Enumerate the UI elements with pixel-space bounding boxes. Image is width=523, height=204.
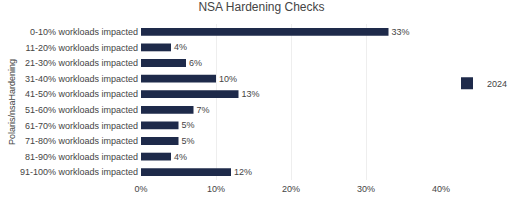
svg-text:0-10% workloads impacted: 0-10% workloads impacted xyxy=(30,27,138,37)
svg-text:12%: 12% xyxy=(234,167,252,177)
svg-text:40%: 40% xyxy=(432,184,450,194)
svg-text:10%: 10% xyxy=(207,184,225,194)
svg-text:20%: 20% xyxy=(282,184,300,194)
svg-text:11-20% workloads impacted: 11-20% workloads impacted xyxy=(26,43,138,53)
svg-text:21-30% workloads impacted: 21-30% workloads impacted xyxy=(25,58,138,68)
svg-text:4%: 4% xyxy=(174,152,187,162)
svg-text:2024: 2024 xyxy=(487,79,507,89)
svg-text:7%: 7% xyxy=(197,105,210,115)
svg-text:33%: 33% xyxy=(392,27,410,37)
svg-text:41-50% workloads impacted: 41-50% workloads impacted xyxy=(25,89,138,99)
svg-text:51-60% workloads impacted: 51-60% workloads impacted xyxy=(25,105,138,115)
svg-text:81-90% workloads impacted: 81-90% workloads impacted xyxy=(25,152,138,162)
svg-text:31-40% workloads impacted: 31-40% workloads impacted xyxy=(25,74,138,84)
svg-text:61-70% workloads impacted: 61-70% workloads impacted xyxy=(25,121,138,131)
svg-text:5%: 5% xyxy=(182,120,195,130)
svg-text:71-80% workloads impacted: 71-80% workloads impacted xyxy=(25,136,138,146)
svg-text:6%: 6% xyxy=(189,58,202,68)
svg-text:4%: 4% xyxy=(174,42,187,52)
svg-text:NSA Hardening Checks: NSA Hardening Checks xyxy=(198,0,324,14)
svg-text:30%: 30% xyxy=(357,184,375,194)
svg-text:10%: 10% xyxy=(219,74,237,84)
svg-text:13%: 13% xyxy=(242,89,260,99)
svg-text:Polaris/nsaHardening: Polaris/nsaHardening xyxy=(7,59,17,145)
svg-text:0%: 0% xyxy=(134,184,147,194)
svg-text:91-100% workloads impacted: 91-100% workloads impacted xyxy=(20,167,138,177)
svg-text:5%: 5% xyxy=(182,136,195,146)
